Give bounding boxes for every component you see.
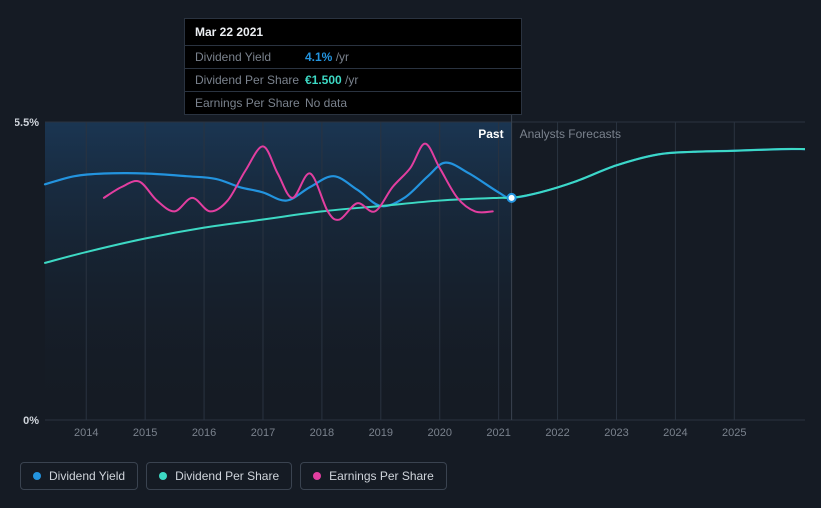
tooltip-row-value: €1.500 /yr [305, 73, 358, 87]
svg-text:2025: 2025 [722, 427, 746, 439]
svg-text:2015: 2015 [133, 427, 157, 439]
legend-item-dividend-yield[interactable]: Dividend Yield [20, 462, 138, 490]
svg-text:2018: 2018 [310, 427, 334, 439]
tooltip-row: Earnings Per ShareNo data [185, 92, 521, 114]
svg-text:2023: 2023 [604, 427, 628, 439]
chart-legend: Dividend Yield Dividend Per Share Earnings… [20, 462, 447, 490]
svg-text:2016: 2016 [192, 427, 216, 439]
tooltip-row: Dividend Yield4.1% /yr [185, 46, 521, 69]
svg-text:0%: 0% [23, 415, 39, 427]
legend-dot-icon [33, 472, 41, 480]
svg-text:2020: 2020 [427, 427, 451, 439]
legend-dot-icon [313, 472, 321, 480]
dividend-chart: 0% 5.5% 2014 2015 2016 2017 2018 2019 2020 2021 20… [15, 100, 805, 440]
legend-item-label: Dividend Yield [49, 469, 125, 483]
svg-text:Analysts Forecasts: Analysts Forecasts [520, 127, 621, 141]
svg-text:2019: 2019 [369, 427, 393, 439]
tooltip-date: Mar 22 2021 [185, 19, 521, 46]
legend-dot-icon [159, 472, 167, 480]
svg-text:2014: 2014 [74, 427, 98, 439]
legend-item-earnings-per-share[interactable]: Earnings Per Share [300, 462, 447, 490]
svg-text:2022: 2022 [545, 427, 569, 439]
svg-text:2017: 2017 [251, 427, 275, 439]
tooltip-row-label: Dividend Per Share [195, 73, 305, 87]
tooltip-row-label: Earnings Per Share [195, 96, 305, 110]
chart-tooltip: Mar 22 2021 Dividend Yield4.1% /yrDivide… [184, 18, 522, 115]
legend-item-label: Earnings Per Share [329, 469, 434, 483]
legend-item-label: Dividend Per Share [175, 469, 279, 483]
tooltip-row-value: No data [305, 96, 347, 110]
tooltip-row-label: Dividend Yield [195, 50, 305, 64]
svg-text:5.5%: 5.5% [15, 117, 39, 129]
svg-text:Past: Past [478, 127, 503, 141]
svg-text:2021: 2021 [486, 427, 510, 439]
svg-text:2024: 2024 [663, 427, 687, 439]
legend-item-dividend-per-share[interactable]: Dividend Per Share [146, 462, 292, 490]
tooltip-row-value: 4.1% /yr [305, 50, 349, 64]
tooltip-row: Dividend Per Share€1.500 /yr [185, 69, 521, 92]
